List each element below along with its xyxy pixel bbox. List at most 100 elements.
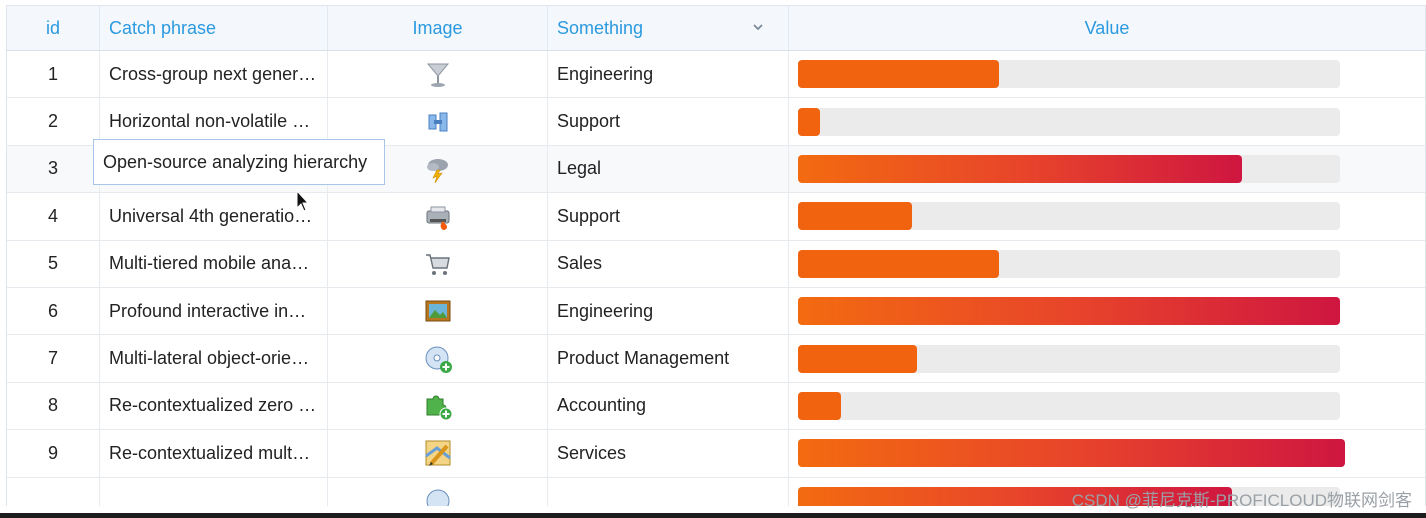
grid-header: id Catch phrase Image Something Value	[7, 6, 1425, 51]
cell-something[interactable]: Legal	[548, 145, 789, 193]
progress-track	[798, 202, 1340, 231]
cell-value[interactable]	[789, 478, 1425, 506]
cell-image[interactable]	[328, 193, 548, 240]
cell-something[interactable]	[548, 477, 789, 506]
table-row[interactable]: 6 Profound interactive in… Engineering	[7, 287, 1425, 336]
cell-something[interactable]: Sales	[548, 240, 789, 287]
cell-id[interactable]: 8	[7, 382, 100, 430]
cell-image[interactable]	[328, 477, 548, 506]
bottom-border	[0, 513, 1426, 518]
shopping-cart-icon	[423, 249, 453, 279]
cell-image[interactable]	[328, 98, 548, 145]
table-row[interactable]: 7 Multi-lateral object-orie… Product Manag…	[7, 335, 1425, 383]
cell-something[interactable]: Product Management	[548, 335, 789, 382]
progress-track	[798, 391, 1340, 420]
cell-id[interactable]: 5	[7, 240, 100, 287]
cell-value[interactable]	[789, 193, 1425, 239]
table-row[interactable]: 9 Re-contextualized mult… Services	[7, 430, 1425, 478]
cell-catch-phrase[interactable]: Re-contextualized zero …	[100, 382, 328, 430]
cell-value[interactable]	[789, 146, 1425, 192]
storm-cloud-icon	[423, 154, 453, 184]
cell-image[interactable]	[328, 51, 548, 98]
cell-catch-phrase[interactable]: Multi-tiered mobile ana…	[100, 240, 328, 287]
grid-body: 1 Cross-group next gener… Engineering 2 Hori…	[7, 51, 1425, 506]
cell-image[interactable]	[328, 335, 548, 382]
watermark: CSDN @菲尼克斯-PROFICLOUD物联网剑客	[1071, 491, 1412, 510]
progress-track	[798, 439, 1345, 468]
cd-add-icon	[423, 344, 453, 374]
column-header-value[interactable]: Value	[1084, 18, 1130, 38]
cell-catch-phrase-text: Multi-lateral object-orie…	[109, 348, 310, 369]
cell-something[interactable]: Engineering	[548, 287, 789, 335]
cell-value[interactable]	[789, 241, 1425, 287]
cell-image[interactable]	[328, 145, 548, 193]
cell-value[interactable]	[789, 288, 1425, 334]
cell-catch-phrase[interactable]: Universal 4th generatio…	[100, 193, 328, 240]
table-row[interactable]: 8 Re-contextualized zero … Accounting	[7, 382, 1425, 431]
cell-image[interactable]	[328, 382, 548, 430]
cell-catch-phrase[interactable]: Re-contextualized mult…	[100, 430, 328, 477]
cell-id[interactable]: 4	[7, 193, 100, 240]
cell-image[interactable]	[328, 430, 548, 477]
cell-catch-phrase[interactable]	[100, 477, 328, 506]
column-header-something-label: Something	[557, 18, 644, 38]
column-header-catch-phrase[interactable]: Catch phrase	[100, 6, 328, 50]
progress-fill	[798, 60, 999, 89]
cell-id[interactable]: 2	[7, 98, 100, 145]
progress-fill	[798, 391, 841, 420]
progress-track	[798, 344, 1340, 373]
cell-id[interactable]: 9	[7, 430, 100, 477]
network-blocks-icon	[423, 107, 453, 137]
table-row[interactable]: 2 Horizontal non-volatile … Support	[7, 98, 1425, 146]
cell-id[interactable]: 7	[7, 335, 100, 382]
cell-id[interactable]: 6	[7, 287, 100, 335]
cell-something[interactable]: Support	[548, 98, 789, 145]
cell-id[interactable]: 1	[7, 51, 100, 98]
puzzle-add-icon	[423, 391, 453, 421]
cell-id[interactable]	[7, 477, 100, 506]
cell-image[interactable]	[328, 240, 548, 287]
cell-value[interactable]	[789, 383, 1425, 429]
progress-track	[798, 107, 1340, 136]
column-header-something[interactable]: Something	[548, 6, 789, 50]
cell-catch-phrase-text: Re-contextualized mult…	[109, 442, 311, 463]
progress-fill	[798, 344, 917, 373]
progress-track	[798, 60, 1340, 89]
cell-id[interactable]: 3	[7, 145, 100, 193]
table-row[interactable]: 5 Multi-tiered mobile ana… Sales	[7, 240, 1425, 288]
martini-glass-icon	[423, 59, 453, 89]
cell-catch-phrase[interactable]: Profound interactive in…	[100, 287, 328, 335]
map-edit-icon	[423, 438, 453, 468]
table-row[interactable]: 1 Cross-group next gener… Engineering	[7, 51, 1425, 99]
cell-something[interactable]: Accounting	[548, 382, 789, 430]
column-header-id[interactable]: id	[7, 6, 100, 50]
progress-fill	[798, 154, 1242, 183]
column-header-image[interactable]: Image	[328, 6, 548, 50]
progress-track	[798, 486, 1340, 506]
cell-catch-phrase-text: Horizontal non-volatile …	[109, 111, 311, 132]
picture-frame-icon	[423, 296, 453, 326]
chevron-down-icon[interactable]	[752, 6, 764, 67]
cell-catch-phrase[interactable]: Cross-group next gener…	[100, 51, 328, 98]
progress-track	[798, 154, 1340, 183]
progress-track	[798, 297, 1340, 326]
cell-image[interactable]	[328, 287, 548, 335]
cell-catch-phrase-text: Multi-tiered mobile ana…	[109, 253, 310, 274]
cell-editor-input[interactable]: Open-source analyzing hierarchy	[93, 139, 385, 185]
cell-value[interactable]	[789, 335, 1425, 381]
cell-value[interactable]	[789, 51, 1425, 97]
cell-catch-phrase[interactable]: Multi-lateral object-orie…	[100, 335, 328, 382]
cell-catch-phrase[interactable]: Horizontal non-volatile …	[100, 98, 328, 145]
cell-something[interactable]: Engineering	[548, 51, 789, 98]
progress-fill	[798, 249, 999, 278]
cell-something[interactable]: Services	[548, 430, 789, 477]
progress-fill	[798, 297, 1340, 326]
progress-fill	[798, 202, 912, 231]
table-row[interactable]: 4 Universal 4th generatio… Support	[7, 193, 1425, 241]
table-row[interactable]	[7, 477, 1425, 506]
cell-value[interactable]	[789, 430, 1425, 476]
cell-value[interactable]	[789, 98, 1425, 144]
cell-catch-phrase-text: Profound interactive in…	[109, 300, 307, 321]
cell-something[interactable]: Support	[548, 193, 789, 240]
